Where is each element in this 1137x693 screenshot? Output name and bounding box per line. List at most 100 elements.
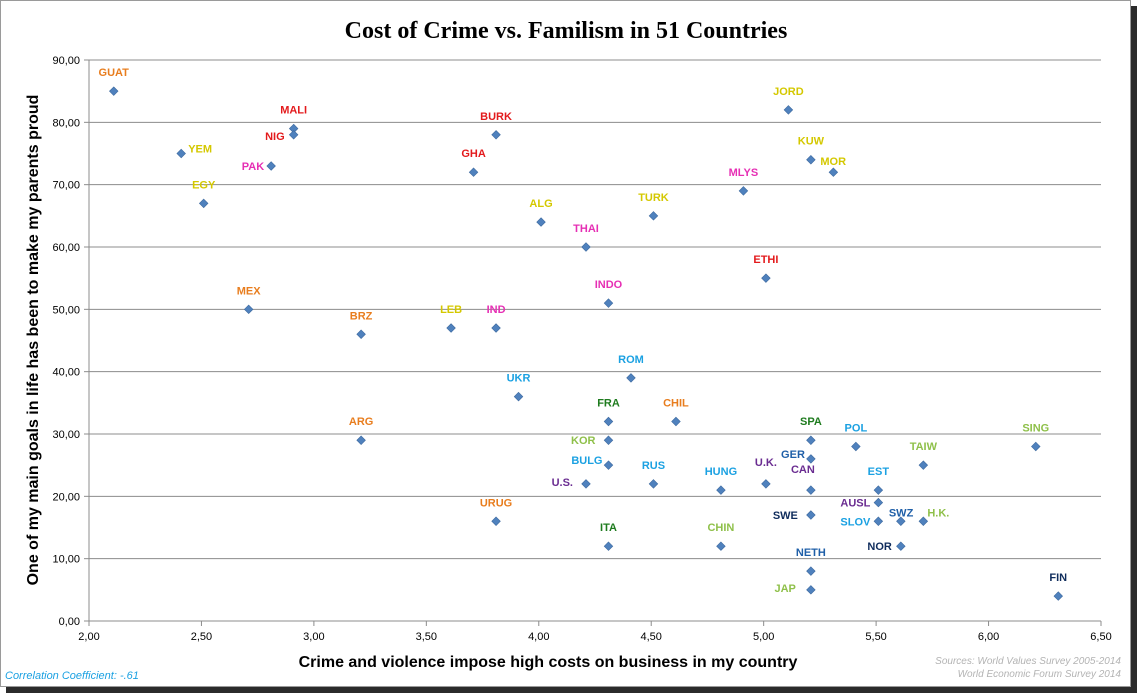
y-axis-title: One of my main goals in life has been to… (25, 95, 42, 586)
point-label-yem: YEM (188, 144, 212, 156)
data-point-arg (356, 435, 366, 445)
x-tick-label: 3,00 (303, 631, 324, 643)
point-label-chil: CHIL (663, 398, 689, 410)
point-label-slov: SLOV (840, 516, 871, 528)
point-label-kor: KOR (571, 435, 596, 447)
point-label-jap: JAP (774, 583, 795, 595)
data-point-chil (671, 416, 681, 427)
data-point-ind (491, 323, 501, 333)
point-label-leb: LEB (440, 304, 462, 316)
point-label-turk: TURK (638, 192, 669, 204)
y-tick-label: 20,00 (52, 491, 80, 503)
y-tick-label: 10,00 (52, 554, 80, 566)
point-label-ukr: UKR (507, 373, 531, 385)
point-label-pol: POL (845, 422, 868, 434)
data-point-egy (198, 198, 209, 209)
point-label-ita: ITA (600, 522, 617, 534)
data-point-nig (288, 130, 299, 140)
point-label-burk: BURK (480, 111, 512, 123)
data-point-mex (243, 304, 254, 315)
y-tick-label: 0,00 (59, 616, 80, 628)
point-label-swe: SWE (773, 510, 798, 522)
data-point-us (581, 479, 591, 489)
data-point-swz (896, 516, 906, 526)
data-point-alg (536, 217, 546, 227)
x-tick-label: 5,00 (753, 631, 774, 643)
data-point-rom (626, 373, 636, 383)
data-point-nor (896, 541, 906, 551)
point-label-swz: SWZ (889, 507, 914, 519)
data-point-ger (806, 454, 816, 464)
data-point-urug (491, 516, 501, 526)
data-point-thai (581, 242, 591, 252)
x-tick-label: 5,50 (865, 631, 886, 643)
data-point-yem (176, 148, 186, 159)
point-label-kuw: KUW (798, 136, 825, 148)
x-tick-label: 6,50 (1090, 631, 1111, 643)
data-point-can (806, 485, 816, 495)
data-point-leb (446, 323, 456, 333)
data-point-est (873, 485, 884, 495)
data-point-pak (266, 161, 276, 171)
data-point-kor (603, 435, 614, 445)
point-label-ausl: AUSL (840, 498, 870, 510)
point-label-alg: ALG (529, 198, 552, 210)
y-tick-label: 50,00 (52, 304, 80, 316)
data-point-hung (716, 485, 726, 495)
point-label-nor: NOR (867, 541, 892, 553)
point-label-mex: MEX (237, 285, 262, 297)
point-label-mlys: MLYS (729, 167, 759, 179)
chart-title: Cost of Crime vs. Familism in 51 Countri… (345, 18, 788, 44)
data-point-swe (806, 510, 816, 520)
data-point-indo (603, 298, 614, 308)
point-label-pak: PAK (242, 161, 264, 173)
data-point-ukr (513, 391, 524, 402)
y-tick-label: 60,00 (52, 242, 80, 254)
x-tick-label: 2,00 (78, 631, 99, 643)
point-label-hung: HUNG (705, 466, 737, 478)
data-point-sing (1031, 441, 1041, 452)
correlation-note: Correlation Coefficient: -.61 (5, 670, 139, 682)
point-label-mali: MALI (280, 105, 307, 117)
y-tick-label: 90,00 (52, 55, 80, 67)
y-tick-label: 70,00 (52, 180, 80, 192)
y-tick-label: 30,00 (52, 429, 80, 441)
point-label-uk: U.K. (755, 457, 777, 469)
data-point-pol (851, 441, 861, 452)
point-label-spa: SPA (800, 416, 822, 428)
data-point-bulg (603, 460, 614, 470)
data-point-kuw (806, 155, 816, 165)
data-point-guat (109, 86, 119, 96)
axes: 0,00 10,00 20,00 30,00 40,00 50,00 60,00 70,00 8… (52, 55, 1111, 643)
point-label-nig: NIG (265, 131, 285, 143)
point-label-urug: URUG (480, 497, 512, 509)
source-line-1: Sources: World Values Survey 2005-2014 (935, 656, 1121, 667)
data-point-slov (873, 516, 884, 526)
data-point-turk (648, 211, 659, 221)
x-axis-title: Crime and violence impose high costs on … (299, 654, 798, 671)
point-label-hk: H.K. (927, 507, 949, 519)
point-label-mor: MOR (820, 156, 846, 168)
point-label-taiw: TAIW (910, 441, 938, 453)
data-point-ita (603, 541, 614, 551)
data-point-rus (648, 479, 659, 489)
point-label-fra: FRA (597, 398, 620, 410)
point-label-us: U.S. (552, 477, 573, 489)
point-label-guat: GUAT (99, 67, 130, 79)
data-point-spa (806, 435, 816, 445)
data-point-uk (761, 479, 771, 489)
data-point-ethi (761, 273, 771, 283)
data-point-burk (491, 130, 501, 140)
point-label-chin: CHIN (707, 522, 734, 534)
point-label-ger: GER (781, 449, 805, 461)
point-label-fin: FIN (1049, 572, 1067, 584)
data-point-neth (806, 566, 816, 576)
point-label-thai: THAI (573, 223, 599, 235)
data-point-brz (356, 329, 366, 339)
x-tick-label: 4,50 (641, 631, 662, 643)
point-label-gha: GHA (461, 148, 486, 160)
gridlines (89, 59, 1101, 560)
x-tick-label: 3,50 (416, 631, 437, 643)
